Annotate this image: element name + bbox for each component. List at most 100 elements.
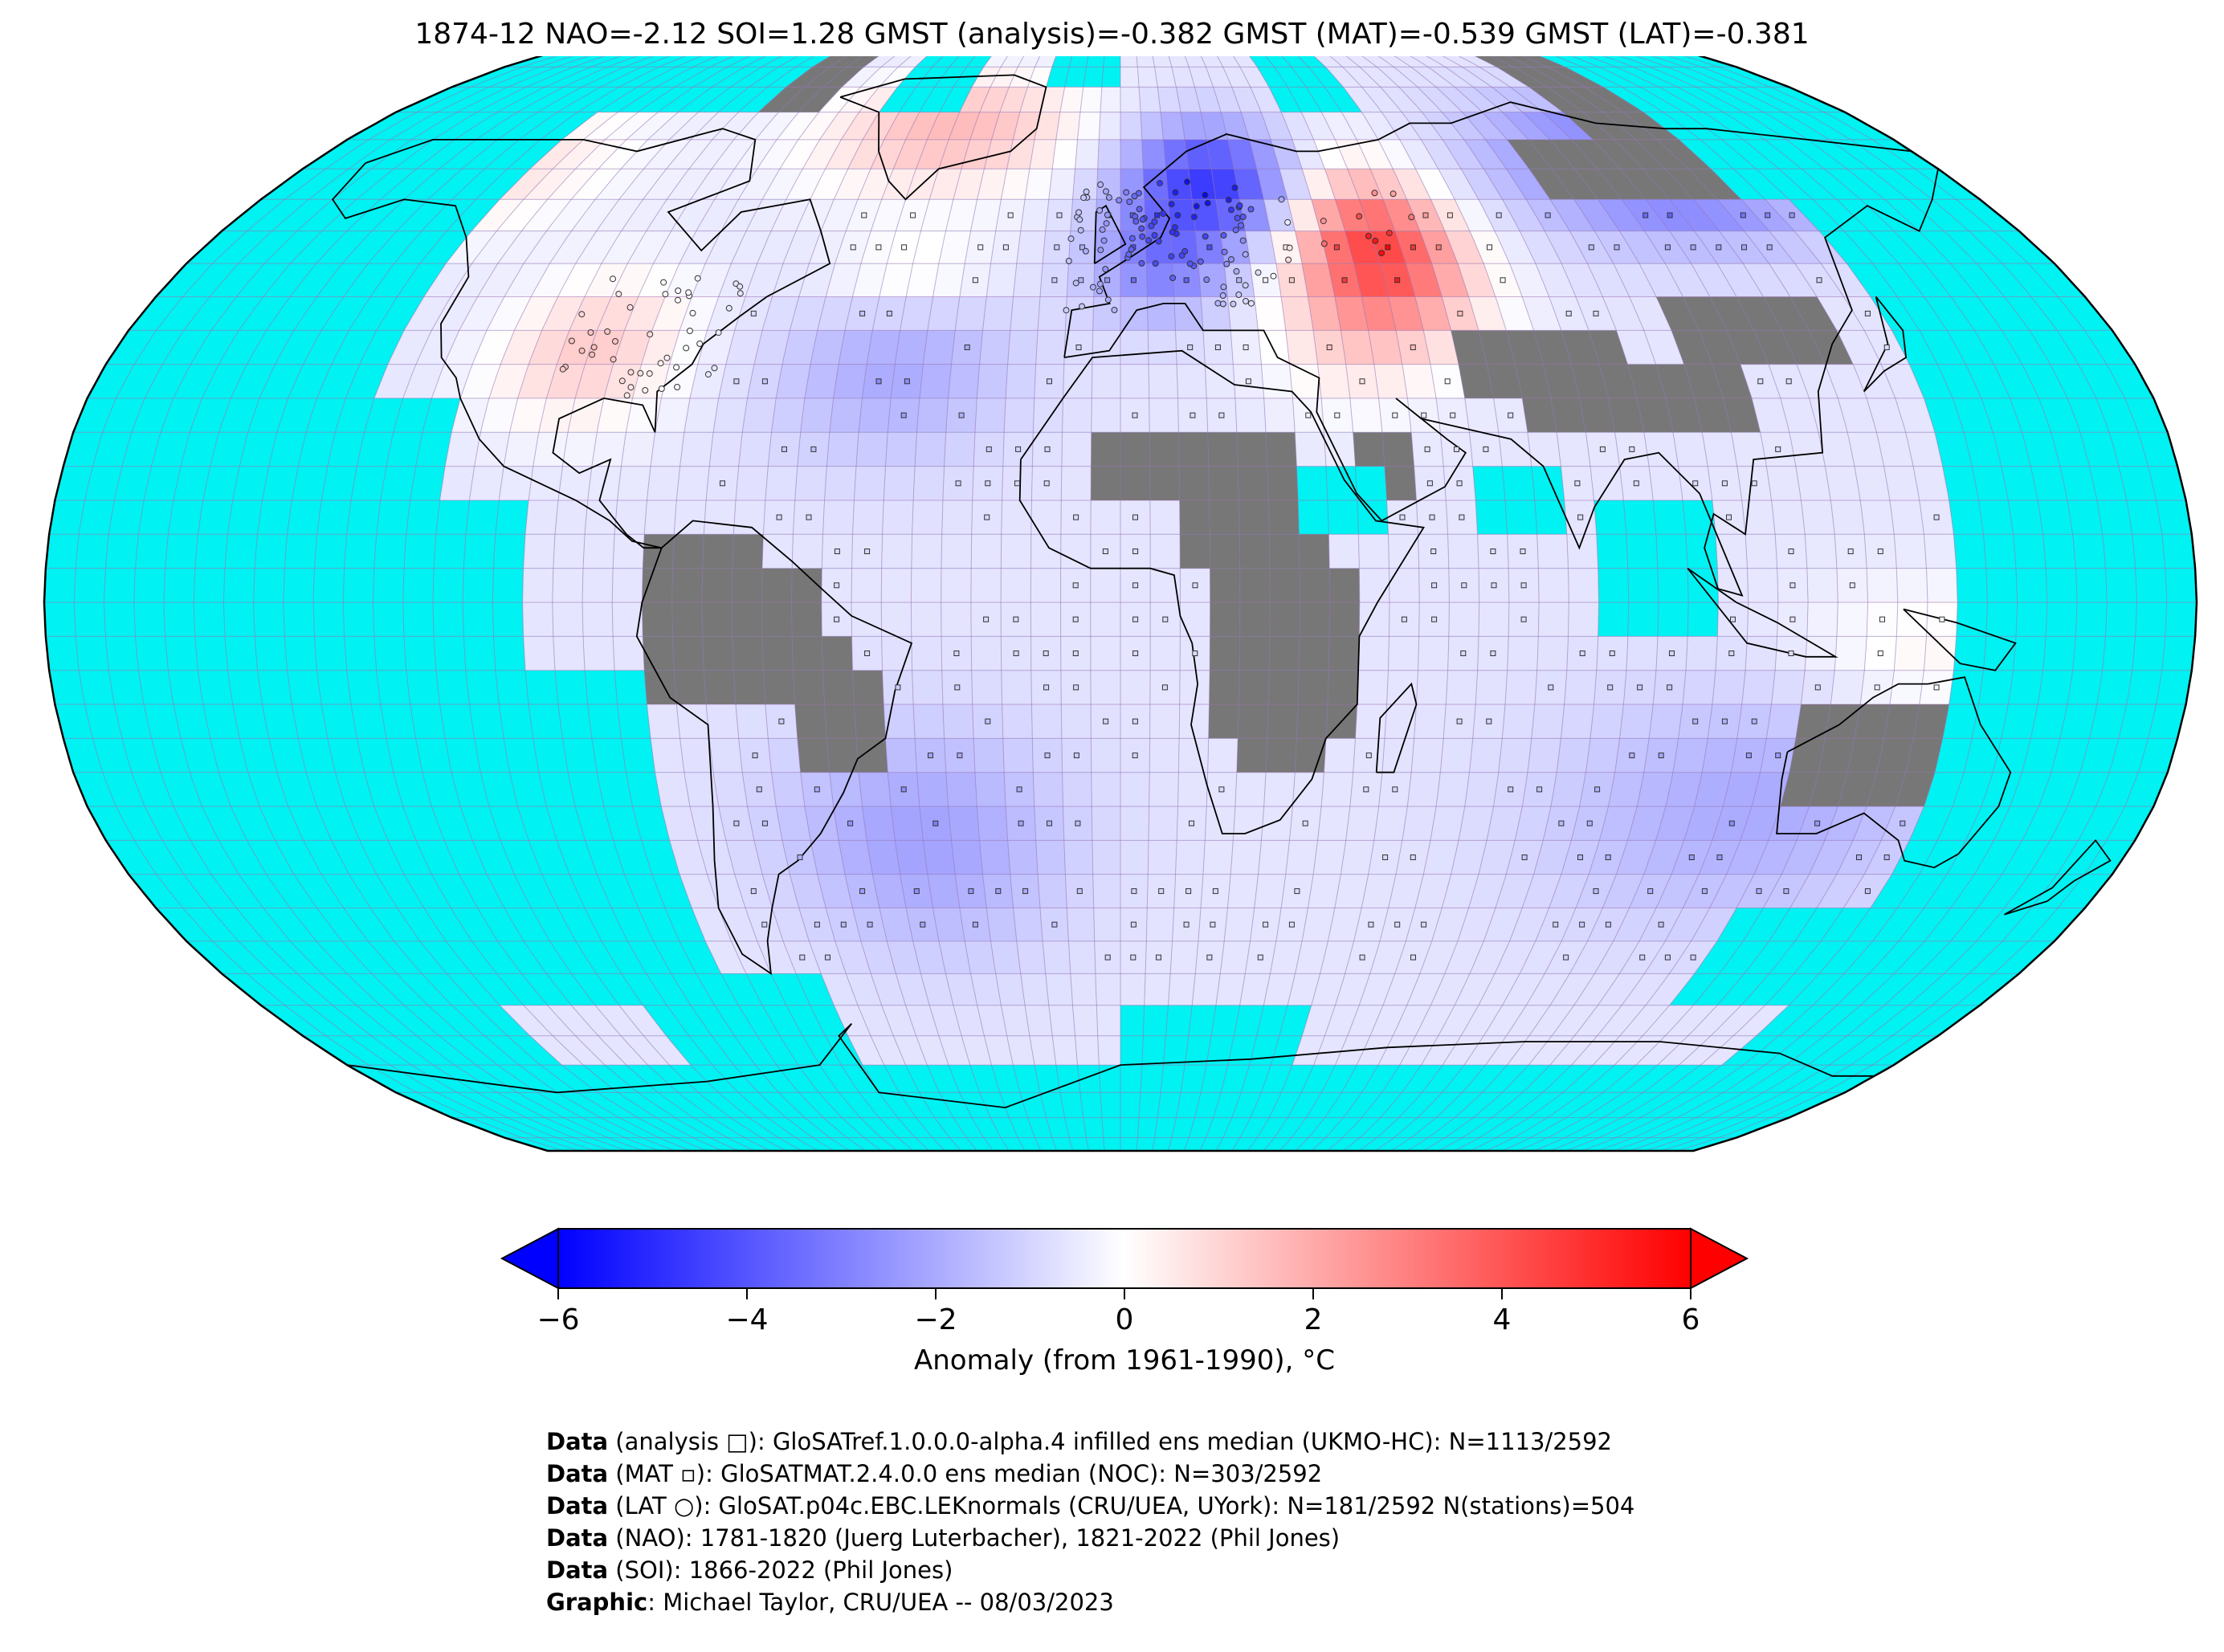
grid-cell bbox=[986, 908, 1017, 941]
grid-cell bbox=[676, 466, 710, 500]
grid-cell bbox=[870, 1035, 906, 1066]
grid-cell bbox=[1250, 87, 1282, 112]
grid-cell bbox=[1448, 602, 1479, 637]
station-marker bbox=[642, 387, 649, 394]
grid-cell bbox=[1335, 973, 1370, 1005]
marine-marker bbox=[1536, 786, 1543, 793]
grid-cell bbox=[1001, 1005, 1030, 1036]
grid-cell bbox=[1451, 840, 1487, 875]
station-marker bbox=[1096, 207, 1104, 214]
grid-cell bbox=[1529, 1005, 1574, 1036]
grid-cell bbox=[1579, 398, 1615, 433]
grid-cell bbox=[771, 398, 805, 433]
station-marker bbox=[1220, 283, 1227, 291]
grid-cell bbox=[1192, 973, 1221, 1005]
grid-cell bbox=[1747, 602, 1778, 637]
grid-cell bbox=[1149, 806, 1178, 841]
grid-cell bbox=[1094, 230, 1120, 264]
marine-marker bbox=[1359, 954, 1365, 961]
grid-cell bbox=[1353, 432, 1385, 467]
marine-marker bbox=[1558, 820, 1565, 826]
grid-cell bbox=[883, 704, 916, 739]
grid-cell bbox=[1479, 602, 1509, 637]
grid-cell bbox=[1795, 466, 1831, 500]
grid-cell bbox=[1568, 568, 1599, 602]
station-marker bbox=[673, 364, 680, 371]
station-marker bbox=[1220, 232, 1227, 239]
station-marker bbox=[578, 311, 586, 318]
station-marker bbox=[662, 291, 669, 298]
grid-cell bbox=[948, 364, 980, 398]
grid-cell bbox=[854, 466, 886, 500]
grid-cell bbox=[1343, 87, 1382, 112]
grid-cell bbox=[664, 263, 706, 297]
grid-cell bbox=[1522, 398, 1557, 433]
grid-cell bbox=[626, 112, 678, 140]
grid-cell bbox=[1598, 199, 1645, 231]
grid-cell bbox=[533, 432, 568, 467]
marine-marker bbox=[1459, 514, 1465, 520]
grid-cell bbox=[1741, 670, 1776, 704]
station-marker bbox=[1278, 196, 1285, 203]
grid-cell bbox=[1905, 432, 1943, 467]
grid-cell bbox=[1502, 56, 1549, 67]
grid-cell bbox=[1691, 908, 1737, 941]
credit-key: Data bbox=[546, 1556, 609, 1584]
marine-marker bbox=[1363, 786, 1369, 793]
marine-marker bbox=[1664, 954, 1671, 961]
grid-cell bbox=[1769, 230, 1822, 264]
grid-cell bbox=[591, 432, 626, 467]
grid-cell bbox=[477, 263, 524, 297]
grid-cell bbox=[669, 112, 718, 140]
grid-cell bbox=[1629, 296, 1672, 331]
marine-marker bbox=[840, 921, 847, 928]
grid-cell bbox=[1240, 67, 1269, 88]
marine-marker bbox=[1775, 446, 1781, 452]
grid-cell bbox=[1571, 139, 1621, 169]
grid-cell bbox=[1311, 56, 1343, 67]
grid-cell bbox=[1418, 636, 1449, 671]
marine-marker bbox=[1075, 820, 1081, 826]
grid-cell bbox=[415, 330, 459, 365]
marine-marker bbox=[957, 753, 963, 759]
grid-cell bbox=[1830, 500, 1865, 535]
marine-marker bbox=[1334, 412, 1341, 418]
grid-cell bbox=[1168, 199, 1196, 231]
station-marker bbox=[590, 344, 598, 351]
grid-cell bbox=[557, 466, 592, 500]
grid-cell bbox=[1741, 500, 1776, 535]
grid-cell bbox=[661, 364, 698, 398]
grid-cell bbox=[1029, 1035, 1056, 1066]
grid-cell bbox=[1038, 874, 1067, 908]
grid-cell bbox=[900, 296, 933, 331]
station-marker bbox=[1104, 296, 1112, 304]
grid-cell bbox=[1913, 466, 1949, 500]
grid-cell bbox=[1736, 296, 1782, 331]
station-marker bbox=[1223, 260, 1230, 267]
grid-cell bbox=[1673, 738, 1708, 773]
grid-cell bbox=[1070, 199, 1097, 231]
grid-cell bbox=[690, 169, 735, 200]
grid-cell bbox=[1063, 840, 1093, 875]
grid-cell bbox=[523, 534, 555, 569]
station-marker bbox=[1072, 279, 1079, 287]
grid-cell bbox=[1492, 87, 1544, 112]
grid-cell bbox=[1019, 87, 1047, 112]
grid-cell bbox=[1665, 169, 1718, 200]
grid-cell bbox=[911, 568, 941, 602]
grid-cell bbox=[1867, 568, 1898, 602]
marine-marker bbox=[1162, 616, 1169, 622]
station-marker bbox=[1320, 240, 1328, 247]
grid-cell bbox=[794, 704, 827, 739]
grid-cell bbox=[1001, 670, 1032, 704]
grid-cell bbox=[1154, 67, 1177, 88]
station-marker bbox=[1169, 275, 1177, 281]
grid-cell bbox=[1646, 973, 1695, 1005]
station-marker bbox=[1221, 248, 1228, 255]
grid-cell bbox=[1809, 772, 1848, 807]
station-marker bbox=[1219, 300, 1226, 308]
colorbar-tick-label: 2 bbox=[1304, 1303, 1323, 1336]
grid-cell bbox=[1184, 56, 1206, 67]
grid-cell bbox=[1149, 500, 1181, 535]
marine-marker bbox=[1496, 212, 1502, 218]
